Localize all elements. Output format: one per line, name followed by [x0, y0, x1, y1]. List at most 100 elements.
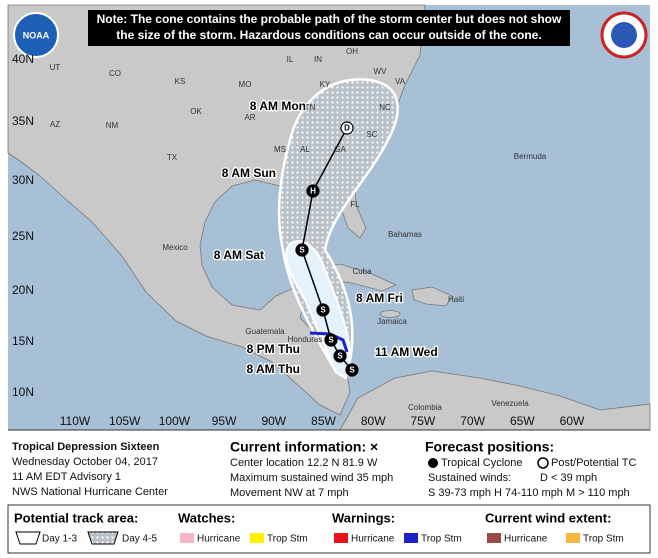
forecast-point: [324, 333, 338, 347]
place-label: LA: [265, 170, 275, 179]
wind-title: Current wind extent:: [485, 510, 611, 525]
legend: Potential track area: Day 1-3 Day 4-5 Wa…: [14, 510, 624, 544]
latitude-label: 35N: [12, 114, 34, 128]
latitude-label: 20N: [12, 283, 34, 297]
info-panel: Tropical Depression Sixteen Wednesday Oc…: [12, 439, 636, 499]
wind-trop-label: Trop Stm: [583, 534, 624, 545]
forecast-point: [333, 349, 347, 363]
watch-hurricane-label: Hurricane: [197, 534, 241, 545]
forecast-point: [306, 184, 320, 198]
storm-name: Tropical Depression Sixteen: [12, 441, 160, 453]
place-label: WV: [374, 67, 388, 76]
center-location: Center location 12.2 N 81.9 W: [230, 457, 378, 469]
forecast-time: 8 AM Mon: [250, 99, 306, 113]
place-label: AL: [300, 145, 310, 154]
place-label: SC: [366, 130, 377, 139]
forecast-symbol: S: [299, 246, 305, 255]
place-label: Haiti: [448, 295, 464, 304]
advisory: 11 AM EDT Advisory 1: [12, 471, 121, 483]
watch-trop-swatch: [250, 533, 264, 543]
nws-logo-center: [611, 22, 637, 48]
forecast-point: [340, 121, 354, 135]
forecast-point: [345, 363, 359, 377]
forecast-time: 11 AM Wed: [375, 345, 438, 359]
warn-trop-label: Trop Stm: [421, 534, 462, 545]
latitude-label: 25N: [12, 229, 34, 243]
land: [411, 286, 453, 307]
forecast-points: S 11 AM Wed S 8 AM Thu S 8 PM Thu S 8 AM Fri S 8 …: [213, 98, 439, 378]
watch-hurricane-swatch: [180, 533, 194, 543]
longitude-label: 65W: [510, 414, 535, 428]
place-label: NM: [106, 121, 119, 130]
longitude-label: 95W: [212, 414, 237, 428]
place-label: Bermuda: [514, 152, 547, 161]
latitude-label: 40N: [12, 52, 34, 66]
ranges: S 39-73 mph H 74-110 mph M > 110 mph: [428, 487, 630, 499]
forecast-time: 8 AM Sat: [214, 248, 264, 262]
noaa-logo-text: NOAA: [23, 30, 50, 40]
forecast-symbol: S: [349, 366, 355, 375]
place-label: MS: [274, 145, 286, 154]
watches-title: Watches:: [178, 510, 235, 525]
ptc-symbol: [537, 457, 549, 469]
longitude-label: 80W: [361, 414, 386, 428]
place-label: Honduras: [288, 335, 323, 344]
longitude-label: 60W: [560, 414, 585, 428]
center: NWS National Hurricane Center: [12, 486, 168, 498]
wind-hurricane-swatch: [487, 533, 501, 543]
longitude-label: 90W: [261, 414, 286, 428]
forecast-point: [316, 303, 330, 317]
latitude-label: 10N: [12, 385, 34, 399]
place-label: NC: [379, 103, 391, 112]
current-title: Current information: ×: [230, 439, 378, 455]
latitude-label: 15N: [12, 334, 34, 348]
place-label: FL: [350, 200, 360, 209]
forecast-time: 8 AM Fri: [356, 291, 403, 305]
place-label: IN: [314, 55, 322, 64]
place-label: CO: [109, 69, 121, 78]
place-label: Colombia: [408, 403, 442, 412]
warn-hurricane-label: Hurricane: [351, 534, 395, 545]
place-label: Mexico: [162, 243, 188, 252]
forecast-time: 8 PM Thu: [247, 342, 300, 356]
longitude-label: 105W: [109, 414, 141, 428]
place-label: AR: [244, 113, 255, 122]
coordinate-labels: 40N 35N 30N 25N 20N 15N 10N 110W 105W 100W 95W 90W 8…: [12, 52, 585, 428]
place-label: UT: [50, 63, 61, 72]
place-label: TX: [167, 153, 178, 162]
longitude-label: 85W: [311, 414, 336, 428]
movement: Movement NW at 7 mph: [230, 487, 349, 499]
place-label: OK: [190, 107, 202, 116]
place-label: GA: [334, 145, 346, 154]
place-labels: UT CO KS MO IL IN OH KY WV VA TN NC SC GA AL MS AR OK TX LA…: [50, 47, 547, 412]
legend-border: [7, 504, 651, 554]
place-label: Jamaica: [377, 317, 407, 326]
place-label: Cuba: [352, 267, 372, 276]
d-range: D < 39 mph: [540, 472, 597, 484]
place-label: AZ: [50, 120, 60, 129]
wind-hurricane-label: Hurricane: [504, 534, 548, 545]
ptc-label: Post/Potential TC: [551, 457, 636, 469]
place-label: KY: [320, 80, 331, 89]
tc-label: Tropical Cyclone: [441, 457, 523, 469]
wind-trop-swatch: [566, 533, 580, 543]
forecast-symbol: S: [328, 336, 334, 345]
place-label: Guatemala: [245, 327, 285, 336]
watch-trop-label: Trop Stm: [267, 534, 308, 545]
longitude-label: 100W: [159, 414, 191, 428]
forecast-symbol: D: [344, 124, 350, 133]
latitude-label: 30N: [12, 173, 34, 187]
map: Note: The cone contains the probable pat…: [7, 4, 651, 431]
place-label: VA: [395, 77, 406, 86]
storm-date: Wednesday October 04, 2017: [12, 456, 158, 468]
winds-label: Sustained winds:: [428, 472, 511, 484]
longitude-label: 70W: [460, 414, 485, 428]
max-wind: Maximum sustained wind 35 mph: [230, 472, 393, 484]
forecast-point: [295, 243, 309, 257]
longitude-label: 110W: [60, 414, 91, 428]
tc-symbol: [428, 458, 438, 468]
warn-trop-swatch: [404, 533, 418, 543]
longitude-label: 75W: [411, 414, 436, 428]
forecast-time: 8 AM Thu: [246, 362, 300, 376]
